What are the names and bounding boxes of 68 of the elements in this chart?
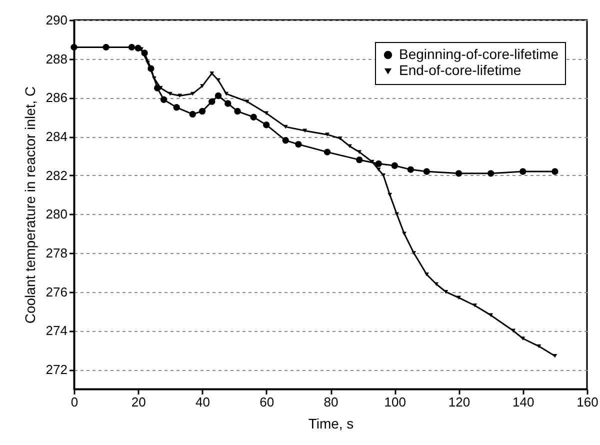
point xyxy=(402,232,406,236)
point xyxy=(376,168,381,172)
x-axis-title: Time, s xyxy=(308,416,354,432)
point xyxy=(472,304,478,308)
point xyxy=(391,162,398,170)
point xyxy=(200,84,204,88)
point xyxy=(282,137,289,144)
point xyxy=(224,92,229,96)
x-tick-label: 120 xyxy=(448,394,470,410)
point xyxy=(244,100,250,104)
point xyxy=(141,50,148,56)
point xyxy=(210,71,214,76)
point xyxy=(214,92,222,100)
point xyxy=(250,114,257,120)
x-tick-label: 140 xyxy=(512,394,534,410)
point xyxy=(224,100,232,107)
point xyxy=(234,108,241,115)
point xyxy=(168,92,172,96)
point xyxy=(208,98,216,105)
x-tick-label: 60 xyxy=(260,394,274,410)
point xyxy=(356,156,363,164)
x-tick-label: 100 xyxy=(384,394,406,410)
point xyxy=(295,140,302,148)
y-tick-label: 290 xyxy=(46,12,68,28)
legend-label: End-of-core-lifetime xyxy=(399,62,522,78)
point xyxy=(198,108,206,115)
x-tick-label: 80 xyxy=(324,394,338,410)
point xyxy=(190,92,195,96)
point xyxy=(338,136,342,140)
point xyxy=(552,354,558,358)
point xyxy=(412,251,416,255)
point xyxy=(263,122,270,128)
point xyxy=(152,76,156,80)
y-axis-title: Coolant temperature in reactor inlet, C xyxy=(22,86,38,324)
y-tick-label: 288 xyxy=(46,51,68,66)
x-tick-label: 0 xyxy=(70,394,78,410)
point xyxy=(357,150,362,154)
point xyxy=(434,282,439,286)
x-tick-label: 20 xyxy=(131,394,146,410)
point xyxy=(381,173,386,178)
point xyxy=(102,44,110,51)
point xyxy=(407,166,414,173)
point xyxy=(148,65,154,72)
point xyxy=(283,124,288,129)
point xyxy=(325,132,330,137)
point xyxy=(487,170,494,177)
x-tick-label: 40 xyxy=(196,394,210,410)
point xyxy=(324,148,331,156)
legend-label: Beginning-of-core-lifetime xyxy=(399,46,559,62)
y-tick-label: 282 xyxy=(46,168,68,183)
y-tick-label: 276 xyxy=(46,284,68,300)
point xyxy=(423,168,430,175)
x-tick-label: 160 xyxy=(576,394,598,410)
point xyxy=(455,170,462,177)
point xyxy=(189,110,196,118)
y-tick-label: 284 xyxy=(46,129,68,144)
point xyxy=(173,104,180,111)
y-tick-label: 286 xyxy=(46,90,68,106)
point xyxy=(388,192,392,197)
point xyxy=(424,272,429,276)
y-tick-label: 272 xyxy=(46,362,68,378)
point xyxy=(375,160,382,168)
point xyxy=(552,168,558,175)
y-tick-label: 274 xyxy=(46,323,68,338)
y-tick-label: 278 xyxy=(46,246,68,261)
point xyxy=(160,96,168,103)
point xyxy=(520,168,526,175)
y-tick-label: 280 xyxy=(46,206,68,222)
